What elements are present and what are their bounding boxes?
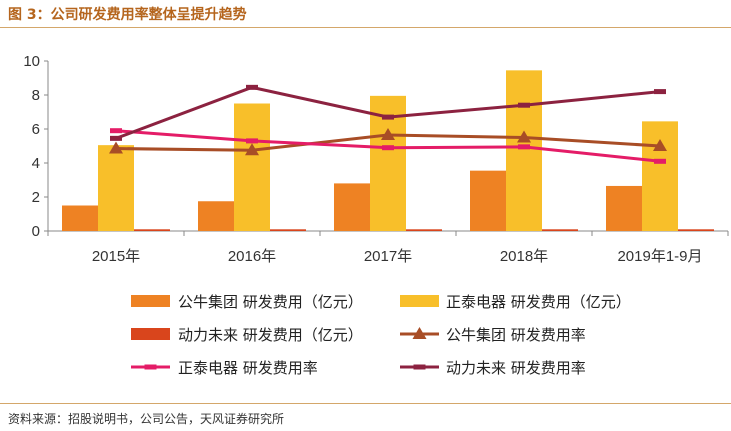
legend-label: 正泰电器 研发费用（亿元） <box>446 293 631 311</box>
rate-lines <box>109 84 667 164</box>
point-marker <box>517 130 531 143</box>
figure-title: 图 3：公司研发费用率整体呈提升趋势 <box>8 7 247 23</box>
bar <box>334 183 370 231</box>
point-marker <box>382 145 394 151</box>
y-tick-label: 10 <box>23 53 40 70</box>
chart-area: 0 2 4 6 8 10 2015年 2016年 2017年 2018年 2019年1-9月 公牛集… <box>23 53 729 377</box>
point-marker <box>245 143 259 156</box>
point-marker <box>518 102 530 108</box>
title-rule <box>0 27 731 28</box>
bar <box>134 229 170 231</box>
bar <box>198 201 234 231</box>
y-tick-label: 0 <box>32 223 40 240</box>
y-tick-label: 8 <box>32 87 40 104</box>
bar <box>406 229 442 231</box>
bar <box>62 205 98 231</box>
point-marker <box>381 127 395 140</box>
x-tick-label: 2017年 <box>364 248 412 265</box>
legend-swatch <box>131 295 170 307</box>
bar <box>542 229 578 231</box>
bar <box>470 170 506 231</box>
y-tick-label: 2 <box>32 189 40 206</box>
bar <box>270 229 306 231</box>
legend-label: 动力未来 研发费用（亿元） <box>178 326 363 344</box>
footer-rule <box>0 403 731 404</box>
y-tick-label: 6 <box>32 121 40 138</box>
x-tick-label: 2015年 <box>92 248 140 265</box>
bar <box>606 185 642 231</box>
legend-marker <box>144 364 157 370</box>
legend-label: 公牛集团 研发费用（亿元） <box>178 293 363 311</box>
point-marker <box>246 138 258 144</box>
legend-swatch <box>400 295 439 307</box>
legend-marker <box>412 327 427 339</box>
legend-swatch <box>131 328 170 340</box>
legend: 公牛集团 研发费用（亿元） 正泰电器 研发费用（亿元） 动力未来 研发费用（亿元） 公… <box>131 293 631 377</box>
point-marker <box>382 114 394 120</box>
point-marker <box>654 89 666 95</box>
x-tick-label: 2016年 <box>228 248 276 265</box>
point-marker <box>518 144 530 150</box>
point-marker <box>653 139 667 151</box>
legend-marker <box>413 364 426 370</box>
point-marker <box>246 84 258 90</box>
bars <box>62 70 714 231</box>
point-marker <box>654 158 666 164</box>
legend-label: 公牛集团 研发费用率 <box>446 326 586 344</box>
legend-label: 正泰电器 研发费用率 <box>178 359 318 377</box>
point-marker <box>110 128 122 134</box>
bar <box>506 70 542 231</box>
point-marker <box>110 135 122 141</box>
x-tick-label: 2019年1-9月 <box>617 248 702 265</box>
y-tick-label: 4 <box>32 155 40 172</box>
bar <box>98 145 134 231</box>
legend-label: 动力未来 研发费用率 <box>446 359 586 377</box>
bar <box>642 121 678 231</box>
point-marker <box>109 141 123 154</box>
x-tick-label: 2018年 <box>500 248 548 265</box>
bar <box>678 229 714 231</box>
bar <box>234 103 270 231</box>
source-note: 资料来源：招股说明书，公司公告，天风证券研究所 <box>8 412 285 426</box>
